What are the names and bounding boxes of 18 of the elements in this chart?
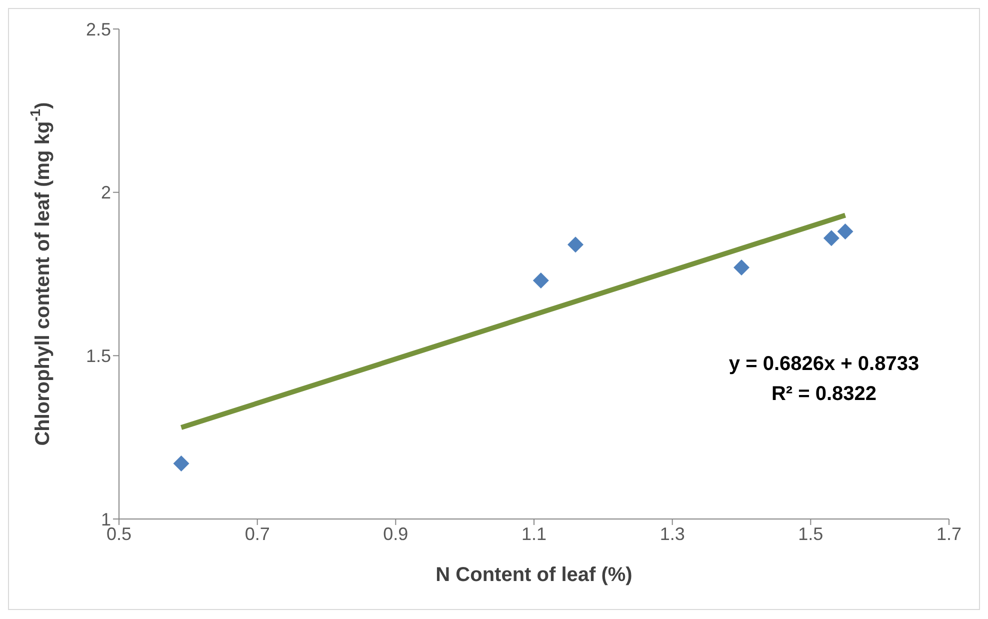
x-tick-label: 0.7	[244, 524, 270, 544]
y-tick-label: 2	[100, 182, 111, 203]
x-tick-label: 0.9	[383, 524, 408, 544]
point	[823, 230, 840, 246]
point	[173, 455, 190, 472]
point	[568, 236, 584, 253]
x-tick-label: 1.7	[936, 524, 962, 544]
point	[837, 224, 854, 240]
point	[532, 272, 549, 289]
annotation: R² = 0.8322	[770, 382, 878, 407]
annotation: y = 0.6826x + 0.8733	[728, 352, 920, 377]
x-axis-title: N Content of leaf (%)	[436, 564, 632, 586]
y-tick-label: 1.5	[86, 346, 111, 366]
x-tick-label: 1.5	[798, 524, 824, 544]
y-tick-label: 2.5	[86, 19, 111, 40]
x-tick-label: 1.3	[660, 524, 685, 544]
point	[734, 259, 750, 276]
x-tick-label: 1.1	[521, 524, 547, 544]
